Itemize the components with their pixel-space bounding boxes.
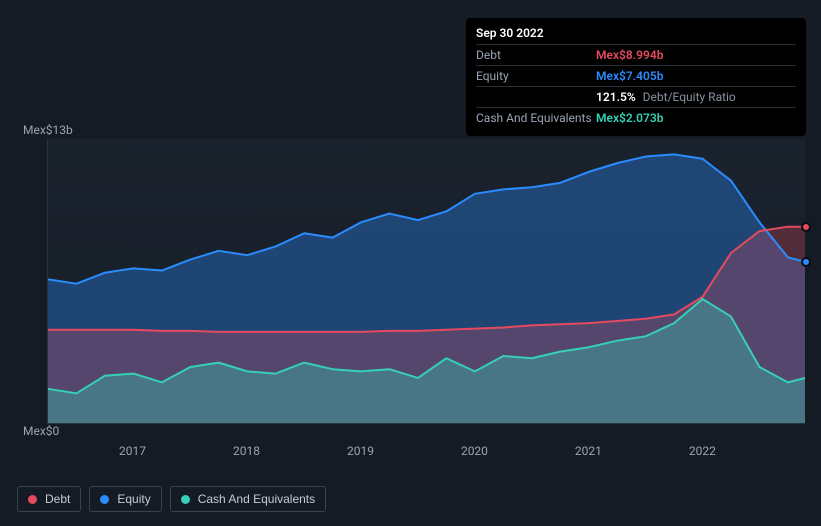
legend-label: Debt bbox=[45, 492, 70, 506]
tooltip-label: Equity bbox=[476, 69, 596, 83]
tooltip-date: Sep 30 2022 bbox=[476, 26, 796, 40]
tooltip-row-ratio: 121.5% Debt/Equity Ratio bbox=[476, 86, 796, 107]
legend-label: Equity bbox=[117, 492, 150, 506]
tooltip-label bbox=[476, 90, 596, 104]
y-axis-min-label: Mex$0 bbox=[23, 424, 59, 438]
legend-item-cash[interactable]: Cash And Equivalents bbox=[170, 486, 326, 512]
x-tick: 2019 bbox=[347, 444, 374, 458]
x-tick: 2018 bbox=[233, 444, 260, 458]
chart-container: Mex$13b Mex$0 2017 2018 2019 2020 2021 2022 bbox=[17, 125, 805, 470]
tooltip-value: Mex$7.405b bbox=[596, 69, 663, 83]
x-axis: 2017 2018 2019 2020 2021 2022 bbox=[47, 444, 805, 464]
x-tick: 2017 bbox=[119, 444, 146, 458]
tooltip-row-cash: Cash And Equivalents Mex$2.073b bbox=[476, 107, 796, 128]
legend-swatch bbox=[100, 495, 109, 504]
chart-plot-area[interactable] bbox=[47, 139, 805, 424]
tooltip-value: Mex$2.073b bbox=[596, 111, 663, 125]
tooltip-label: Cash And Equivalents bbox=[476, 111, 596, 125]
x-tick: 2022 bbox=[689, 444, 716, 458]
tooltip-row-equity: Equity Mex$7.405b bbox=[476, 65, 796, 86]
tooltip-value: 121.5% Debt/Equity Ratio bbox=[596, 90, 736, 104]
legend-item-debt[interactable]: Debt bbox=[17, 486, 81, 512]
legend-item-equity[interactable]: Equity bbox=[89, 486, 161, 512]
end-marker-debt bbox=[801, 222, 811, 232]
legend-label: Cash And Equivalents bbox=[198, 492, 315, 506]
legend-swatch bbox=[28, 495, 37, 504]
end-marker-equity bbox=[801, 257, 811, 267]
tooltip-panel: Sep 30 2022 Debt Mex$8.994b Equity Mex$7… bbox=[466, 18, 806, 136]
legend: Debt Equity Cash And Equivalents bbox=[17, 486, 326, 512]
y-axis-max-label: Mex$13b bbox=[23, 123, 73, 137]
legend-swatch bbox=[181, 495, 190, 504]
x-tick: 2020 bbox=[461, 444, 488, 458]
tooltip-value: Mex$8.994b bbox=[596, 48, 663, 62]
x-tick: 2021 bbox=[575, 444, 602, 458]
tooltip-row-debt: Debt Mex$8.994b bbox=[476, 44, 796, 65]
tooltip-label: Debt bbox=[476, 48, 596, 62]
